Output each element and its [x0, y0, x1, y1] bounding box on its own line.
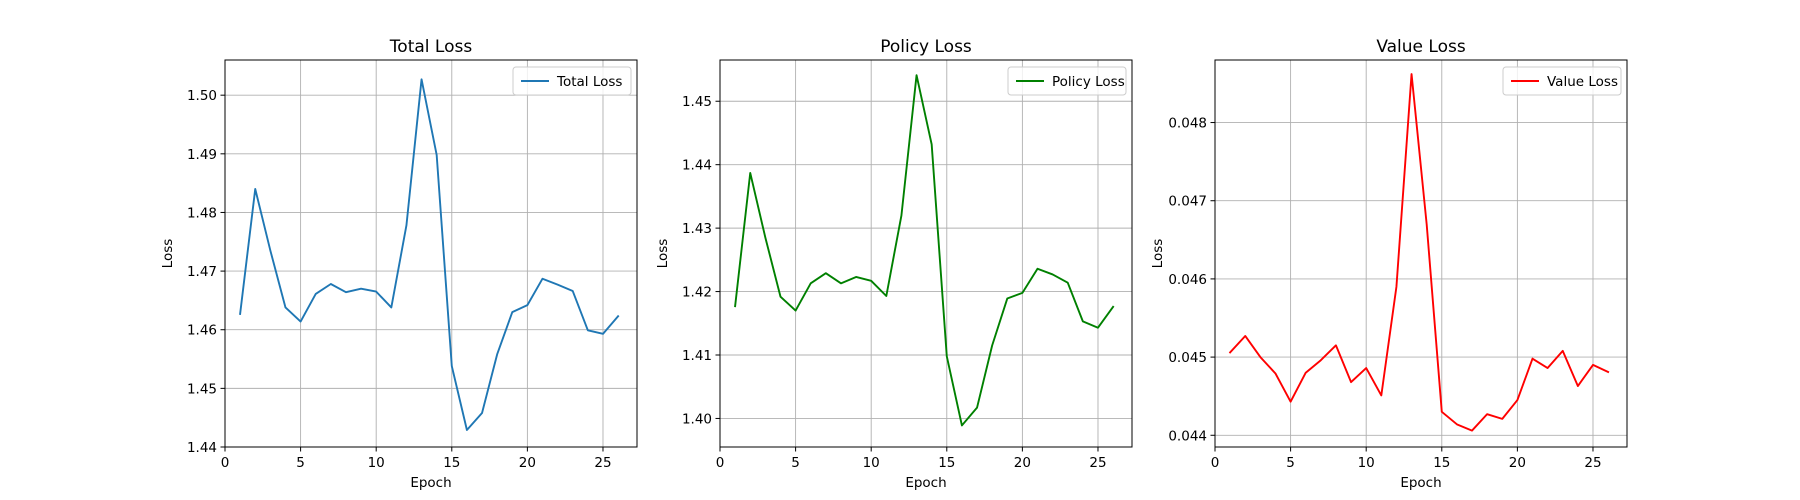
x-tick-label: 0: [716, 455, 725, 471]
legend: Total Loss: [512, 66, 632, 96]
x-axis-label: Epoch: [1400, 475, 1441, 491]
legend-box: [1007, 66, 1127, 96]
x-tick-label: 25: [594, 455, 611, 471]
series-line-value-loss: [1228, 73, 1610, 432]
x-tick-label: 25: [1089, 455, 1106, 471]
y-tick-label: 1.42: [682, 285, 712, 301]
axes-frame: [224, 59, 638, 448]
x-tick-label: 20: [1509, 455, 1526, 471]
x-tick-label: 15: [938, 455, 955, 471]
x-tick-label: 15: [1433, 455, 1450, 471]
x-tick-label: 0: [1211, 455, 1220, 471]
x-tick-label: 20: [519, 455, 536, 471]
y-tick-label: 1.45: [187, 381, 217, 397]
x-axis-label: Epoch: [905, 475, 946, 491]
chart-title: Total Loss: [389, 37, 473, 57]
y-tick-label: 0.045: [1168, 350, 1207, 366]
x-tick-label: 10: [863, 455, 880, 471]
y-tick-label: 1.44: [187, 440, 217, 456]
legend: Policy Loss: [1007, 66, 1127, 96]
x-tick-label: 25: [1584, 455, 1601, 471]
axes-frame: [1214, 59, 1628, 448]
x-tick-label: 5: [791, 455, 800, 471]
y-axis-label: Loss: [160, 239, 176, 269]
y-tick-label: 1.49: [187, 147, 217, 163]
chart-panel-total-loss: 0 5 10 15 20 25 1.44 1.45 1.46 1.47 1.48 1.49 1.50 To…: [160, 37, 638, 491]
legend: Value Loss: [1502, 66, 1622, 96]
y-tick-label: 1.50: [187, 88, 217, 104]
y-tick-label: 1.40: [682, 411, 712, 427]
legend-label: Policy Loss: [1052, 74, 1125, 90]
x-tick-label: 10: [1358, 455, 1375, 471]
y-tick-label: 1.45: [682, 94, 712, 110]
legend-label: Total Loss: [556, 74, 622, 90]
y-tick-label: 0.048: [1168, 116, 1207, 132]
x-axis-label: Epoch: [410, 475, 451, 491]
y-axis-label: Loss: [1150, 239, 1166, 269]
chart-title: Value Loss: [1376, 37, 1466, 57]
chart-title: Policy Loss: [880, 37, 972, 57]
series-line-policy-loss: [734, 74, 1115, 427]
y-tick-label: 1.47: [187, 264, 217, 280]
y-tick-label: 1.41: [682, 348, 712, 364]
axes-frame: [719, 59, 1133, 448]
y-tick-label: 0.046: [1168, 272, 1207, 288]
y-tick-label: 1.48: [187, 205, 217, 221]
y-axis-label: Loss: [655, 239, 671, 269]
x-tick-label: 5: [1286, 455, 1295, 471]
chart-panel-policy-loss: 0 5 10 15 20 25 1.40 1.41 1.42 1.43 1.44 1.45 Policy…: [655, 37, 1133, 491]
legend-label: Value Loss: [1547, 74, 1618, 90]
chart-panel-value-loss: 0 5 10 15 20 25 0.044 0.045 0.046 0.047 0.048 Value…: [1150, 37, 1628, 491]
x-tick-label: 0: [221, 455, 230, 471]
x-tick-label: 5: [296, 455, 305, 471]
y-tick-label: 1.44: [682, 158, 712, 174]
x-tick-label: 15: [443, 455, 460, 471]
y-tick-label: 1.46: [187, 323, 217, 339]
y-tick-label: 1.43: [682, 221, 712, 237]
legend-box: [1502, 66, 1622, 96]
y-tick-label: 0.044: [1168, 428, 1207, 444]
series-line-total-loss: [239, 78, 620, 431]
y-tick-label: 0.047: [1168, 194, 1207, 210]
x-tick-label: 10: [368, 455, 385, 471]
x-tick-label: 20: [1014, 455, 1031, 471]
legend-box: [512, 66, 632, 96]
